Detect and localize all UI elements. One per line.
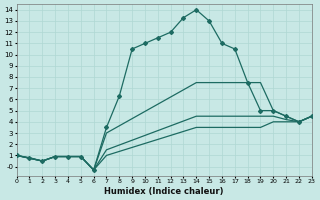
X-axis label: Humidex (Indice chaleur): Humidex (Indice chaleur) <box>105 187 224 196</box>
